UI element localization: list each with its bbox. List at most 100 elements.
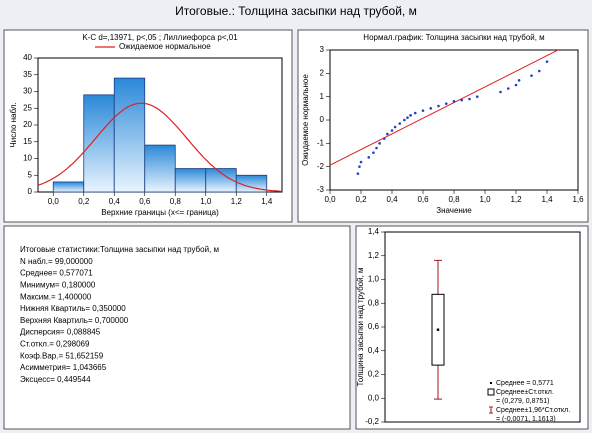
point <box>382 137 386 140</box>
point <box>506 87 510 90</box>
x-tick-label: 0,6 <box>417 195 429 204</box>
stat-line: N набл.= 99,000000 <box>20 257 93 266</box>
point <box>517 79 521 82</box>
point <box>437 104 440 108</box>
y-tick-label: -3 <box>317 185 325 194</box>
point <box>530 74 533 77</box>
y-tick-label: 35 <box>23 70 32 79</box>
stat-line: Итоговые статистики:Толщина засыпки над … <box>20 245 219 254</box>
point <box>413 111 417 115</box>
stat-line: Минимум= 0,180000 <box>20 281 96 290</box>
legend-label: Среднее±Ст.откл. <box>496 389 554 396</box>
statistics: Итоговые статистики:Толщина засыпки над … <box>20 245 219 384</box>
y-tick-label: 1,4 <box>368 227 380 236</box>
point <box>390 129 394 132</box>
y-axis-label: Число набл. <box>9 102 18 147</box>
point <box>444 102 448 105</box>
y-tick-label: 20 <box>23 120 32 129</box>
point <box>409 114 412 117</box>
bar <box>235 174 268 193</box>
point <box>514 83 518 87</box>
point <box>475 95 479 98</box>
y-tick-label: 1 <box>320 92 325 101</box>
y-tick-label: 15 <box>23 137 32 146</box>
bar <box>113 77 146 193</box>
y-tick-label: 1,0 <box>368 275 380 284</box>
x-tick-label: 0,8 <box>170 197 182 206</box>
x-tick-label: 1,6 <box>572 195 584 204</box>
stat-line: Дисперсия= 0,088845 <box>20 328 101 337</box>
legend-swatch <box>490 382 492 384</box>
legend-swatch <box>487 388 495 396</box>
x-tick-label: 0,2 <box>355 195 367 204</box>
y-tick-label: 0,6 <box>368 322 380 331</box>
mean-point <box>436 328 440 331</box>
y-tick-label: -0,2 <box>365 417 379 426</box>
point <box>378 142 381 145</box>
legend-label: Среднее = 0,5771 <box>496 380 554 387</box>
stat-line: Ст.откл.= 0,298069 <box>20 340 90 349</box>
point <box>460 98 464 102</box>
point <box>367 156 371 159</box>
stat-line: Эксцесс= 0,449544 <box>20 375 91 384</box>
chart-title: K-C d=,13971, p<,05 ; Лиллиефорса p<,01 <box>82 33 238 42</box>
y-tick-label: 1,2 <box>368 251 380 260</box>
point <box>358 165 361 168</box>
point <box>386 132 389 136</box>
stat-line: Коэф.Вар.= 51,652159 <box>20 351 104 360</box>
y-tick-label: 0,8 <box>368 298 380 307</box>
chart-title: Нормал.график: Толщина засыпки над трубо… <box>363 33 544 42</box>
y-tick-label: 0,4 <box>368 346 380 355</box>
y-axis-label: Толщина засыпки над трубой, м <box>356 267 365 386</box>
x-tick-label: 0,6 <box>139 197 151 206</box>
point <box>359 160 363 164</box>
normal-curve <box>37 102 283 192</box>
x-axis-label: Верхние границы (x<= граница) <box>101 208 219 217</box>
point <box>499 90 502 94</box>
plot-area <box>329 49 579 191</box>
legend-label: Ожидаемое нормальное <box>119 42 211 51</box>
point <box>375 146 378 150</box>
point <box>356 172 360 175</box>
y-tick-label: 3 <box>320 45 325 54</box>
y-tick-label: 0,0 <box>368 393 380 402</box>
y-tick-label: 0 <box>320 115 325 124</box>
point <box>421 109 425 112</box>
plot-area <box>384 231 581 423</box>
point <box>398 122 402 125</box>
x-tick-label: 1,4 <box>261 197 273 206</box>
point <box>403 118 406 122</box>
x-tick-label: 1,2 <box>231 197 243 206</box>
legend-label: Среднее±1,96*Ст.откл. <box>496 407 570 414</box>
bar <box>174 168 207 193</box>
point <box>406 116 409 119</box>
x-tick-label: 0,2 <box>78 197 90 206</box>
x-tick-label: 1,0 <box>479 195 491 204</box>
point <box>393 125 397 129</box>
bar <box>144 144 176 193</box>
page-title: Итоговые.: Толщина засыпки над трубой, м <box>175 4 417 18</box>
stat-line: Верхняя Квартиль= 0,700000 <box>20 316 129 325</box>
legend-label: = (-0,0071, 1,1613) <box>496 416 556 423</box>
x-axis-label: Значение <box>436 206 472 215</box>
bar <box>52 181 85 193</box>
y-tick-label: -1 <box>317 138 325 147</box>
x-tick-label: 0,8 <box>448 195 460 204</box>
x-tick-label: 0,0 <box>324 195 336 204</box>
stat-line: Асимметрия= 1,043665 <box>20 363 107 372</box>
x-tick-label: 0,4 <box>386 195 398 204</box>
y-tick-label: -2 <box>317 162 325 171</box>
y-tick-label: 10 <box>23 154 32 163</box>
stat-line: Нижняя Квартиль= 0,350000 <box>20 304 126 313</box>
y-tick-label: 5 <box>28 170 33 179</box>
x-tick-label: 1,2 <box>510 195 522 204</box>
y-tick-label: 0 <box>28 187 33 196</box>
legend-label: = (0,279, 0,8751) <box>496 398 550 405</box>
y-tick-label: 25 <box>23 103 32 112</box>
x-tick-label: 1,4 <box>541 195 553 204</box>
y-tick-label: 30 <box>23 87 32 96</box>
y-axis-label: Ожидаемое нормальное <box>301 74 310 166</box>
point <box>468 97 471 101</box>
y-tick-label: 40 <box>23 53 32 62</box>
point <box>545 60 549 63</box>
